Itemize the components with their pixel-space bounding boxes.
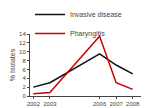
svg-text:2006: 2006 (93, 101, 107, 107)
svg-text:14: 14 (19, 31, 26, 37)
svg-text:2002: 2002 (27, 101, 41, 107)
svg-text:0: 0 (22, 93, 26, 99)
svg-text:2008: 2008 (126, 101, 140, 107)
svg-text:Invasive disease: Invasive disease (70, 11, 122, 18)
svg-text:% Isolates: % Isolates (9, 48, 16, 81)
svg-text:10: 10 (19, 49, 26, 55)
svg-text:12: 12 (19, 40, 26, 46)
svg-text:2: 2 (22, 84, 26, 90)
svg-text:Pharyngitis: Pharyngitis (70, 30, 105, 38)
svg-text:2007: 2007 (109, 101, 123, 107)
svg-text:6: 6 (22, 67, 26, 73)
svg-text:2003: 2003 (43, 101, 57, 107)
svg-text:8: 8 (22, 58, 26, 64)
svg-text:4: 4 (22, 75, 26, 81)
